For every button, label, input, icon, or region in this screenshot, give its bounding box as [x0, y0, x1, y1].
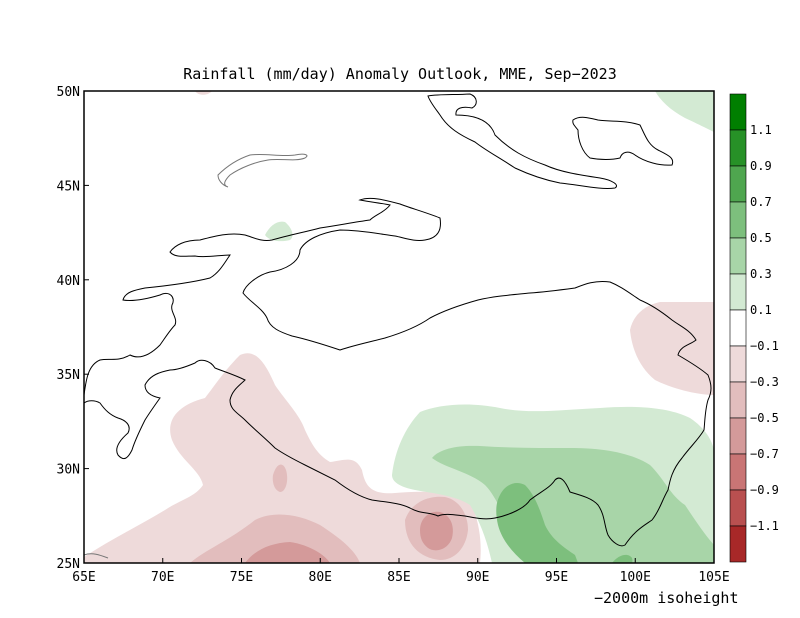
colorbar-label: −0.5 — [750, 411, 779, 425]
contour-gray-southwest — [84, 553, 109, 559]
colorbar-label: −1.1 — [750, 519, 779, 533]
colorbar-label: 1.1 — [750, 123, 772, 137]
map-plot-area — [83, 90, 715, 564]
anomaly-pos-northeast — [655, 91, 714, 132]
colorbar-label: −0.1 — [750, 339, 779, 353]
colorbar-label: 0.3 — [750, 267, 772, 281]
colorbar-swatch — [729, 417, 747, 455]
x-tick-label: 80E — [309, 570, 332, 585]
colorbar-label: −0.7 — [750, 447, 779, 461]
colorbar-swatch — [729, 381, 747, 419]
colorbar-label: 0.7 — [750, 195, 772, 209]
colorbar-swatch — [729, 309, 747, 347]
colorbar-swatch — [729, 93, 747, 131]
contour-tianshan — [427, 93, 617, 189]
anomaly-neg-west-mid — [190, 514, 360, 563]
y-tick-label: 35N — [57, 368, 80, 383]
anomaly-neg-northeast — [630, 302, 714, 395]
anomaly-pos-mid — [432, 445, 714, 563]
colorbar-legend: 1.1 0.9 0.7 0.5 0.3 0.1 −0.1 −0.3 −0.5 −0.7 −0.9 −1… — [729, 93, 779, 563]
colorbar-label: −0.3 — [750, 375, 779, 389]
colorbar-swatch — [729, 129, 747, 167]
x-tick-label: 75E — [230, 570, 253, 585]
x-tick-label: 65E — [72, 570, 95, 585]
contour-tibetan-plateau — [84, 197, 712, 547]
colorbar-swatch — [729, 489, 747, 527]
anomaly-pos-strong-east — [612, 554, 633, 563]
x-tick-label: 85E — [387, 570, 410, 585]
map-title: Rainfall (mm/day) Anomaly Outlook, MME, … — [183, 65, 616, 83]
anomaly-neg-bottom-left — [84, 553, 105, 563]
colorbar-swatch — [729, 201, 747, 239]
isoheight-footnote: −2000m isoheight — [594, 589, 739, 607]
x-tick-label: 70E — [151, 570, 174, 585]
anomaly-pos-strong — [496, 483, 578, 563]
colorbar-label: 0.1 — [750, 303, 772, 317]
x-tick-label: 100E — [620, 570, 651, 585]
y-tick-label: 40N — [57, 274, 80, 289]
colorbar-swatch — [729, 237, 747, 275]
x-axis-ticks: 65E 70E 75E 80E 85E 90E 95E 100E 105E — [72, 558, 730, 585]
x-tick-label: 95E — [545, 570, 568, 585]
anomaly-neg-top — [195, 91, 212, 95]
colorbar-label: 0.9 — [750, 159, 772, 173]
colorbar-swatch — [729, 165, 747, 203]
anomaly-neg-east-strong — [420, 511, 453, 551]
anomaly-neg-small-cell — [272, 464, 288, 492]
colorbar-swatch — [729, 273, 747, 311]
contour-gray-north — [217, 153, 308, 188]
colorbar-swatch — [729, 525, 747, 563]
colorbar-label: 0.5 — [750, 231, 772, 245]
anomaly-neg-west — [84, 353, 481, 563]
y-tick-label: 50N — [57, 85, 80, 100]
colorbar-swatch — [729, 453, 747, 491]
colorbar-label: −0.9 — [750, 483, 779, 497]
y-tick-label: 30N — [57, 463, 80, 478]
y-axis-ticks: 50N 45N 40N 35N 30N 25N — [57, 85, 89, 572]
anomaly-neg-west-strong — [245, 542, 330, 563]
y-tick-label: 25N — [57, 557, 80, 572]
y-tick-label: 45N — [57, 179, 80, 194]
isoheight-contours — [84, 93, 712, 547]
x-tick-label: 105E — [698, 570, 729, 585]
x-tick-label: 90E — [466, 570, 489, 585]
contour-mongolia — [572, 116, 674, 166]
colorbar-swatch — [729, 345, 747, 383]
